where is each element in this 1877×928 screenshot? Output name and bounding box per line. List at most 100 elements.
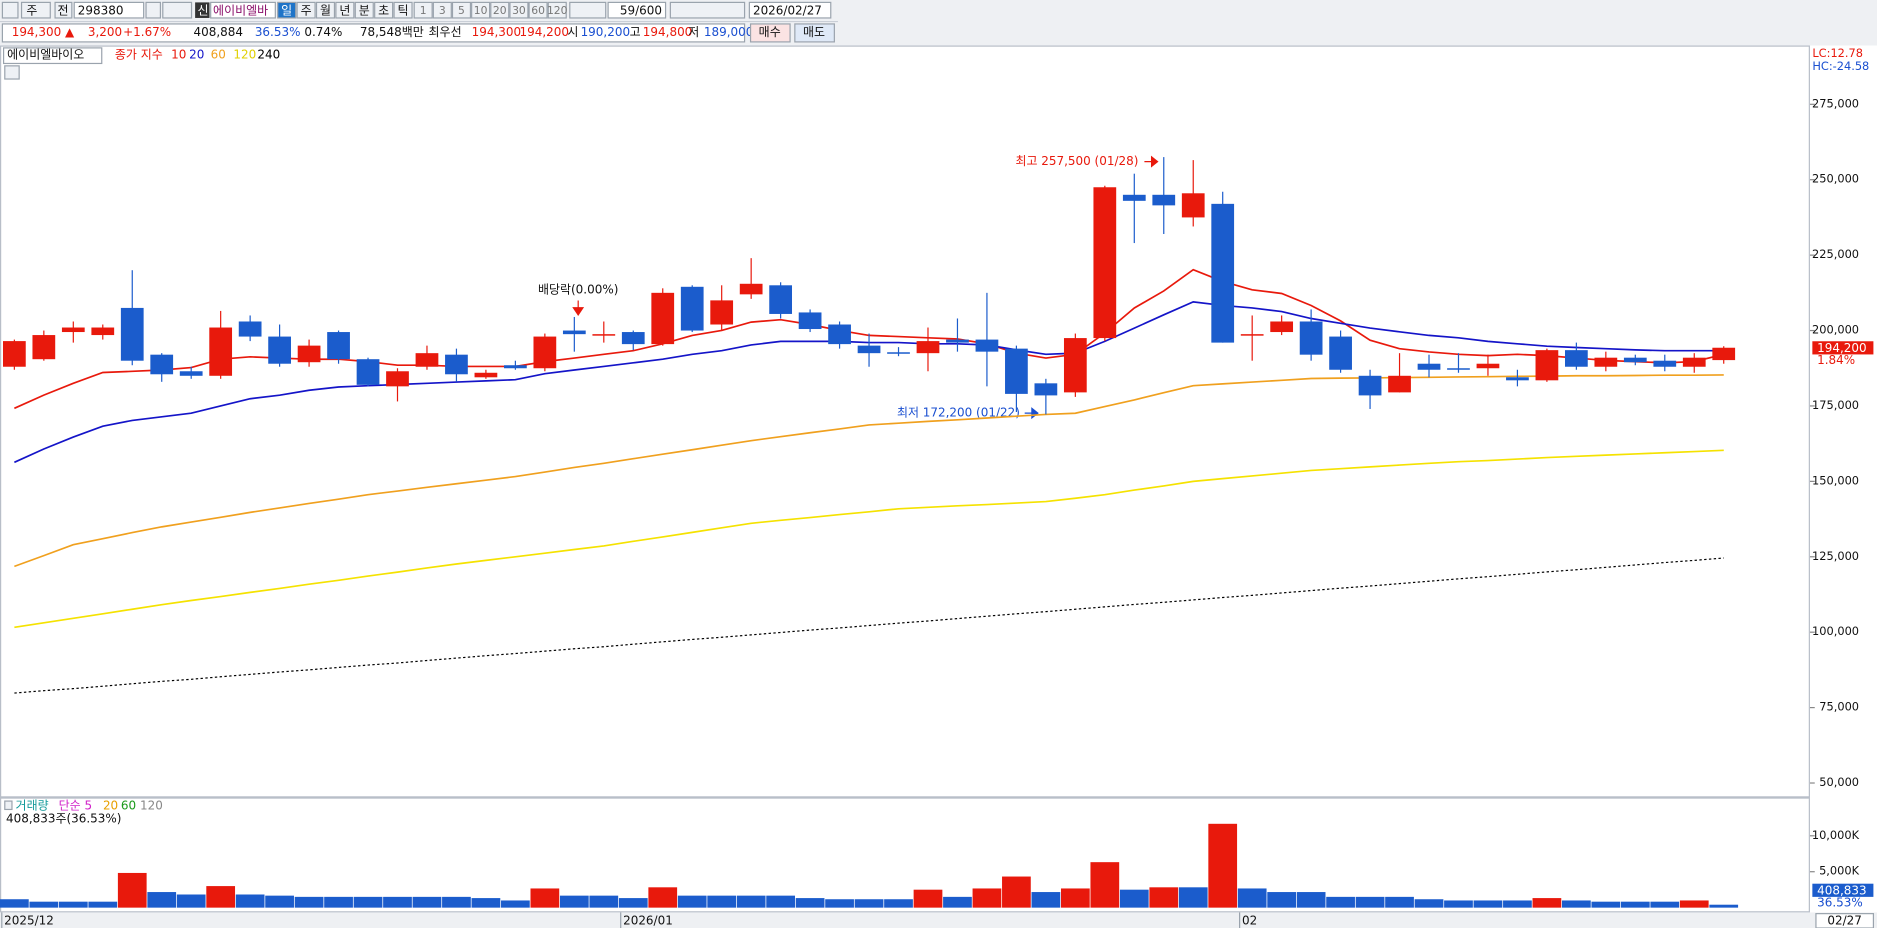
interval-label[interactable]: 3	[439, 4, 446, 17]
interval-label[interactable]: 10	[474, 4, 488, 17]
interval-label[interactable]: 120	[547, 4, 568, 17]
candle-body	[268, 336, 291, 364]
open: 190,200	[581, 25, 630, 39]
ma-line	[14, 557, 1724, 694]
candle-body	[2, 341, 26, 367]
open-label: 시	[567, 25, 578, 39]
interval-button[interactable]	[490, 1, 510, 19]
sell-label[interactable]: 매도	[803, 25, 825, 39]
interval-button[interactable]	[451, 1, 472, 19]
period-button[interactable]	[296, 1, 316, 19]
interval-button[interactable]	[471, 1, 491, 19]
volume-bar	[1414, 899, 1444, 908]
code[interactable]: 298380	[78, 3, 124, 17]
volume-bar	[206, 886, 236, 908]
period-label[interactable]: 주	[301, 3, 312, 17]
count-box[interactable]	[607, 1, 667, 19]
x-tick-label: 2026/01	[623, 913, 673, 927]
period-label[interactable]: 틱	[398, 3, 409, 17]
period-button[interactable]	[315, 1, 336, 19]
last-price-box	[1812, 341, 1874, 355]
last-change: 1.84%	[1817, 353, 1855, 367]
candle-body	[1152, 194, 1176, 206]
volume-bar	[294, 896, 324, 908]
volume-bar	[1208, 823, 1238, 908]
date-box[interactable]	[748, 1, 832, 19]
candle-body	[120, 307, 144, 361]
volume-bar	[1267, 892, 1297, 908]
period-button[interactable]	[393, 1, 413, 19]
price-panel-frame	[0, 45, 1810, 798]
date[interactable]: 2026/02/27	[753, 3, 822, 17]
high-annotation: 최고 257,500 (01/28)	[1015, 154, 1138, 168]
volume-bar	[1679, 900, 1709, 908]
interval-label[interactable]: 1	[420, 4, 427, 17]
volume-bar	[147, 892, 177, 908]
candle-body	[415, 353, 439, 367]
ma-legend: 20	[189, 48, 204, 62]
period-button[interactable]	[277, 1, 297, 19]
candle-body	[297, 345, 321, 363]
sound-button[interactable]	[162, 1, 193, 19]
buy-button[interactable]	[749, 23, 791, 43]
hc: HC:-24.58	[1812, 59, 1869, 73]
candle-body	[946, 339, 969, 343]
period-buttons: 일 주 월 년 분 초 틱 1 3 5 10 20 30 60 120	[277, 1, 568, 19]
volume-bar	[1650, 901, 1680, 908]
candle-body	[769, 285, 793, 314]
stock-name-box[interactable]	[210, 1, 276, 19]
buy-label[interactable]: 매수	[759, 25, 781, 39]
interval-label[interactable]: 5	[458, 4, 465, 17]
candle-body	[1388, 375, 1411, 393]
candle-body	[651, 292, 675, 345]
period-button[interactable]	[354, 1, 374, 19]
period-label[interactable]: 일	[281, 3, 292, 17]
volume-bar	[1709, 904, 1739, 908]
scope-select[interactable]	[54, 1, 73, 19]
volume-bar	[913, 889, 943, 908]
market-select[interactable]	[20, 1, 51, 19]
interval-label[interactable]: 60	[531, 4, 545, 17]
volume-bar	[1620, 901, 1650, 908]
best-label: 최우선	[429, 25, 462, 39]
interval-button[interactable]	[547, 1, 567, 19]
interval-dropdown[interactable]	[569, 1, 607, 19]
tool-icons[interactable]	[669, 1, 746, 19]
sell-button[interactable]	[794, 23, 835, 43]
candle-body	[209, 327, 233, 376]
period-button[interactable]	[335, 1, 355, 19]
best-bid: 194,200	[520, 25, 569, 39]
volume-bar	[559, 895, 589, 908]
settings-icon[interactable]	[4, 65, 20, 80]
interval-label[interactable]: 30	[512, 4, 526, 17]
market[interactable]: 주	[26, 3, 37, 17]
candle-body	[1240, 334, 1264, 336]
interval-button[interactable]	[509, 1, 529, 19]
stock-badge: 신	[198, 3, 209, 17]
period-button[interactable]	[374, 1, 394, 19]
interval-label[interactable]: 20	[493, 4, 507, 17]
period-label[interactable]: 년	[339, 3, 350, 17]
scope[interactable]: 전	[57, 3, 68, 17]
volume-bar	[1060, 888, 1090, 908]
volume-bar	[471, 898, 501, 908]
interval-button[interactable]	[413, 1, 433, 19]
stock-name[interactable]: 에이비엘바	[213, 3, 268, 17]
interval-button[interactable]	[528, 1, 548, 19]
interval-button[interactable]	[432, 1, 452, 19]
search-button[interactable]	[145, 1, 162, 19]
candle-body	[592, 334, 616, 336]
ma-label: 종가 지수	[115, 48, 163, 62]
volume-bar	[795, 898, 825, 908]
candle-body	[1506, 377, 1529, 381]
volume-bar	[884, 899, 913, 908]
menu-icon[interactable]	[1, 1, 19, 19]
volume-bar	[1444, 900, 1473, 908]
period-label[interactable]: 분	[359, 3, 370, 17]
code-input[interactable]	[73, 1, 145, 19]
candle-body	[1417, 363, 1441, 370]
candle-body	[975, 339, 999, 352]
period-label[interactable]: 초	[378, 3, 389, 17]
period-label[interactable]: 월	[320, 3, 331, 17]
count[interactable]: 59/600	[620, 3, 662, 17]
